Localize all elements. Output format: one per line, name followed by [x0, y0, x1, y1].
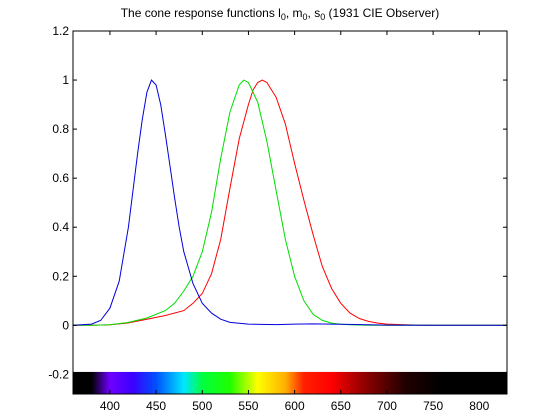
x-tick-label: 700 — [377, 399, 397, 413]
y-tick-label: 0 — [62, 318, 69, 332]
y-tick-label: 0.6 — [52, 171, 69, 185]
x-tick-label: 750 — [423, 399, 443, 413]
chart-title: The cone response functions l0, m0, s0 (… — [121, 6, 440, 22]
y-tick-label: 1 — [62, 73, 69, 87]
series-layer — [72, 79, 507, 326]
series-line-1 — [73, 79, 507, 326]
x-tick-label: 800 — [469, 399, 489, 413]
y-tick-label: 1.2 — [52, 24, 69, 38]
title-sub-l: 0 — [281, 12, 286, 22]
y-axis-ticks: -0.2 0 0.2 0.4 0.6 0.8 1 1.2 — [48, 24, 507, 381]
y-tick-label: 0.2 — [52, 269, 69, 283]
x-tick-label: 500 — [192, 399, 212, 413]
x-tick-label: 650 — [331, 399, 351, 413]
x-tick-label: 450 — [146, 399, 166, 413]
y-tick-label: 0.4 — [52, 220, 69, 234]
title-sub-m: 0 — [303, 12, 308, 22]
x-tick-label: 400 — [100, 399, 120, 413]
x-tick-label: 550 — [238, 399, 258, 413]
spectrum-color-bar — [73, 371, 507, 394]
x-tick-label: 600 — [285, 399, 305, 413]
series-line-2 — [73, 79, 507, 326]
axes-frame — [72, 30, 508, 395]
y-tick-label: 0.8 — [52, 122, 69, 136]
y-tick-label: -0.2 — [48, 367, 69, 381]
title-tail: (1931 CIE Observer) — [325, 6, 439, 20]
x-axis-ticks: 400 450 500 550 600 650 700 750 800 — [100, 31, 490, 413]
title-mid-m: , m — [286, 6, 303, 20]
title-mid-s: , s — [308, 6, 321, 20]
series-line-3 — [72, 79, 507, 326]
title-main: The cone response functions l — [121, 6, 281, 20]
title-sub-s: 0 — [320, 12, 325, 22]
